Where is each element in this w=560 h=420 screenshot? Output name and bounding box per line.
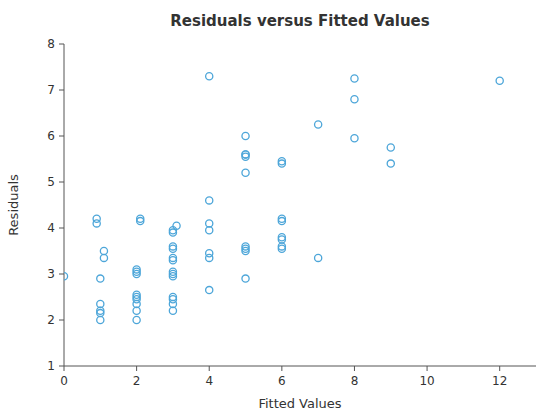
- y-tick: [59, 366, 64, 367]
- point: [206, 220, 213, 227]
- x-tick: [281, 366, 282, 371]
- point: [169, 268, 176, 275]
- point: [242, 151, 249, 158]
- point: [206, 73, 213, 80]
- point: [169, 293, 176, 300]
- point: [206, 287, 213, 294]
- point: [133, 307, 140, 314]
- point: [97, 275, 104, 282]
- chart: Residuals versus Fitted Values0246810121…: [0, 0, 560, 420]
- x-axis-line: [64, 366, 536, 367]
- title: Residuals versus Fitted Values: [170, 12, 429, 30]
- point: [278, 158, 285, 165]
- y-tick: [59, 228, 64, 229]
- y-tick: [59, 320, 64, 321]
- point: [315, 121, 322, 128]
- point: [242, 169, 249, 176]
- point: [133, 266, 140, 273]
- point: [206, 250, 213, 257]
- y-tick-label: 5: [47, 175, 55, 189]
- x-tick-label: 8: [351, 374, 359, 388]
- x-tick: [64, 366, 65, 371]
- x-tick: [136, 366, 137, 371]
- x-tick-label: 12: [492, 374, 507, 388]
- y-tick-label: 4: [47, 221, 55, 235]
- point: [242, 132, 249, 139]
- x-axis-label: Fitted Values: [258, 396, 341, 411]
- y-tick-label: 6: [47, 129, 55, 143]
- point: [387, 160, 394, 167]
- point: [93, 215, 100, 222]
- y-tick: [59, 274, 64, 275]
- point: [496, 77, 503, 84]
- y-tick: [59, 44, 64, 45]
- point: [173, 222, 180, 229]
- x-tick-label: 2: [133, 374, 141, 388]
- x-tick: [499, 366, 500, 371]
- y-tick: [59, 182, 64, 183]
- point: [351, 135, 358, 142]
- point: [206, 227, 213, 234]
- y-tick-label: 2: [47, 313, 55, 327]
- point: [242, 243, 249, 250]
- y-tick-label: 8: [47, 37, 55, 51]
- point: [169, 254, 176, 261]
- y-axis-line: [64, 44, 65, 366]
- point: [169, 307, 176, 314]
- point: [97, 300, 104, 307]
- point: [387, 144, 394, 151]
- y-tick-label: 1: [47, 359, 55, 373]
- point: [97, 307, 104, 314]
- point: [315, 254, 322, 261]
- point: [133, 316, 140, 323]
- points: [64, 73, 503, 324]
- point: [64, 273, 68, 280]
- x-tick: [354, 366, 355, 371]
- x-tick-label: 4: [205, 374, 213, 388]
- point: [242, 275, 249, 282]
- x-tick-label: 10: [419, 374, 434, 388]
- y-tick-label: 7: [47, 83, 55, 97]
- y-tick: [59, 136, 64, 137]
- point: [206, 197, 213, 204]
- x-tick-label: 6: [278, 374, 286, 388]
- x-tick-label: 0: [60, 374, 68, 388]
- point: [278, 215, 285, 222]
- point: [242, 151, 249, 158]
- x-tick: [427, 366, 428, 371]
- point: [137, 215, 144, 222]
- point: [351, 96, 358, 103]
- x-tick: [209, 366, 210, 371]
- point: [351, 75, 358, 82]
- point: [278, 243, 285, 250]
- y-axis-label: Residuals: [6, 174, 21, 236]
- point: [169, 243, 176, 250]
- y-tick-label: 3: [47, 267, 55, 281]
- point: [100, 254, 107, 261]
- point: [133, 291, 140, 298]
- axes: 02468101212345678: [47, 37, 536, 388]
- point: [100, 247, 107, 254]
- point: [97, 316, 104, 323]
- y-tick: [59, 90, 64, 91]
- point: [278, 234, 285, 241]
